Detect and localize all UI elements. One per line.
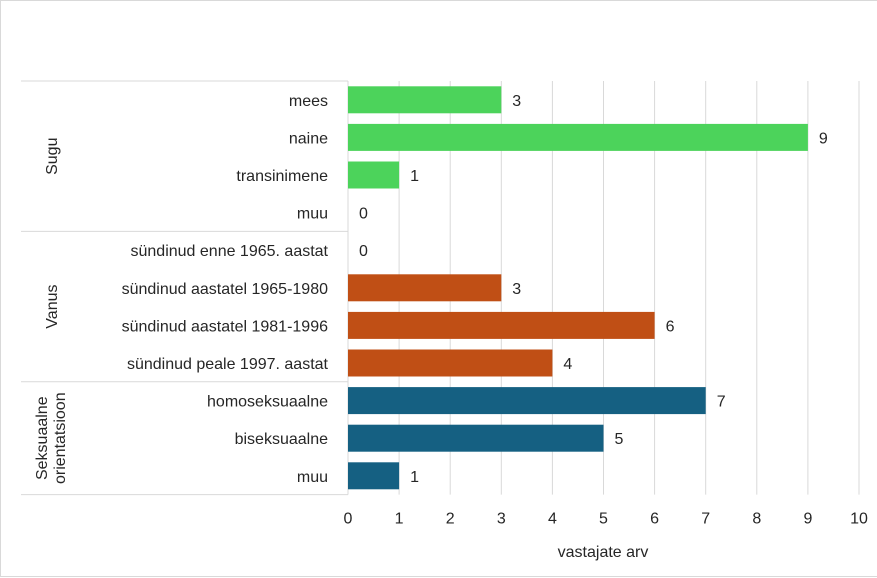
x-axis-title: vastajate arv bbox=[558, 544, 649, 561]
bar bbox=[348, 387, 706, 415]
bar bbox=[348, 123, 808, 151]
x-tick-label: 10 bbox=[850, 511, 868, 528]
bar bbox=[348, 311, 655, 339]
category-label: transinimene bbox=[236, 168, 328, 185]
bar bbox=[348, 86, 502, 114]
group-label-line: Seksuaalne bbox=[34, 396, 51, 480]
category-label: muu bbox=[297, 206, 328, 223]
category-label: biseksuaalne bbox=[235, 431, 329, 448]
category-label: naine bbox=[289, 130, 328, 147]
bar bbox=[348, 274, 502, 302]
data-label: 9 bbox=[819, 130, 828, 147]
data-label: 0 bbox=[359, 206, 368, 223]
category-label: sündinud aastatel 1981-1996 bbox=[122, 318, 328, 335]
group-label: Seksuaalneorientatsioon bbox=[34, 392, 69, 484]
x-tick-label: 3 bbox=[497, 511, 506, 528]
bars bbox=[348, 86, 808, 490]
x-tick-label: 4 bbox=[548, 511, 557, 528]
data-label: 4 bbox=[563, 356, 572, 373]
bar bbox=[348, 349, 553, 377]
data-label: 3 bbox=[512, 281, 521, 298]
x-tick-label: 5 bbox=[599, 511, 608, 528]
x-tick-label: 2 bbox=[446, 511, 455, 528]
category-label: sündinud peale 1997. aastat bbox=[127, 356, 329, 373]
data-label: 3 bbox=[512, 93, 521, 110]
bar bbox=[348, 462, 400, 490]
x-tick-label: 1 bbox=[395, 511, 404, 528]
data-label: 0 bbox=[359, 243, 368, 260]
x-tick-label: 0 bbox=[344, 511, 353, 528]
bar bbox=[348, 424, 604, 452]
category-label: muu bbox=[297, 469, 328, 486]
x-tick-label: 9 bbox=[803, 511, 812, 528]
category-label: sündinud aastatel 1965-1980 bbox=[122, 281, 328, 298]
group-label-line: Sugu bbox=[44, 138, 61, 175]
category-label: mees bbox=[289, 93, 328, 110]
group-label-line: orientatsioon bbox=[52, 392, 69, 484]
x-tick-label: 7 bbox=[701, 511, 710, 528]
group-label: Sugu bbox=[44, 138, 61, 175]
group-label-line: Vanus bbox=[44, 285, 61, 329]
data-label: 5 bbox=[615, 431, 624, 448]
x-tick-label: 8 bbox=[752, 511, 761, 528]
data-label: 7 bbox=[717, 394, 726, 411]
data-label: 1 bbox=[410, 469, 419, 486]
x-tick-label: 6 bbox=[650, 511, 659, 528]
bar bbox=[348, 161, 400, 189]
category-label: homoseksuaalne bbox=[207, 394, 328, 411]
data-label: 6 bbox=[666, 318, 675, 335]
group-label: Vanus bbox=[44, 285, 61, 329]
category-label: sündinud enne 1965. aastat bbox=[131, 243, 329, 260]
data-label: 1 bbox=[410, 168, 419, 185]
